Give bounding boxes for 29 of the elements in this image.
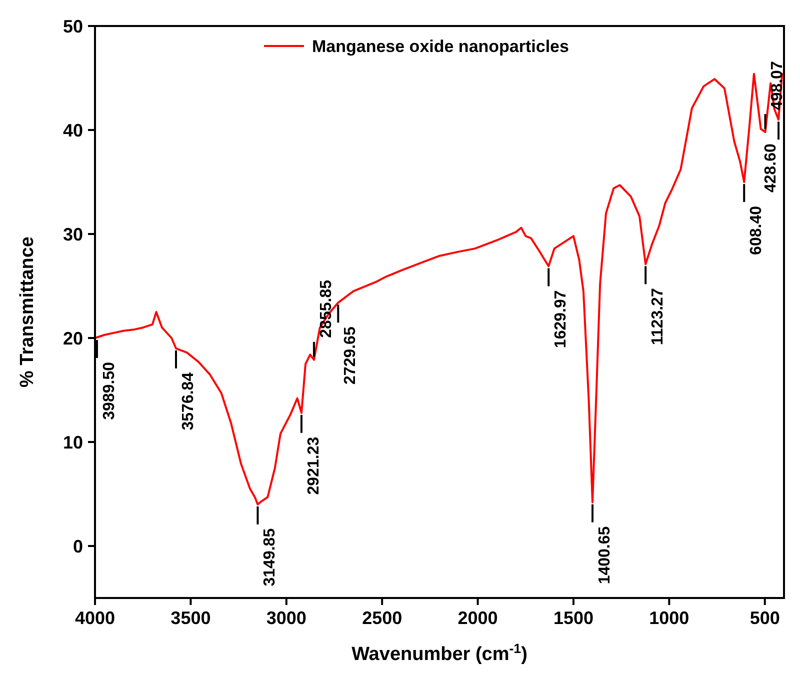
- x-tick-label: 1000: [649, 608, 690, 628]
- annotation: 3989.50: [101, 362, 118, 420]
- x-axis-title: Wavenumber (cm$^{-1}$): [352, 640, 528, 665]
- y-axis-title: % Transmittance: [17, 236, 38, 388]
- x-tick-label: 3500: [170, 608, 211, 628]
- x-tick-label: 3000: [266, 608, 306, 628]
- x-tick-label: 500: [750, 608, 780, 628]
- y-tick-label: 50: [62, 16, 83, 36]
- y-tick-label: 30: [62, 224, 83, 244]
- annotation: 428.60: [762, 144, 780, 193]
- annotation: 498.07: [769, 61, 786, 110]
- annotation: 1629.97: [552, 290, 570, 348]
- annotation: 1400.65: [596, 526, 614, 584]
- y-tick-label: 10: [62, 432, 83, 452]
- annotation: 3576.84: [180, 372, 197, 430]
- y-tick-label: 0: [72, 536, 83, 556]
- x-tick-label: 2000: [458, 608, 498, 628]
- y-tick-label: 40: [62, 120, 83, 140]
- annotation: 3149.85: [262, 528, 279, 586]
- x-tick-label: 2500: [362, 608, 402, 628]
- x-tick-label: 4000: [74, 608, 116, 628]
- annotation: 2921.23: [305, 436, 322, 495]
- legend-label: Manganese oxide nanoparticles: [312, 36, 569, 56]
- annotation: 2729.65: [342, 326, 360, 384]
- x-tick-label: 1500: [553, 608, 594, 628]
- annotation: 2855.85: [318, 280, 335, 338]
- y-tick-label: 20: [62, 328, 83, 348]
- annotation: 608.40: [748, 206, 766, 255]
- annotation: 1123.27: [650, 288, 667, 346]
